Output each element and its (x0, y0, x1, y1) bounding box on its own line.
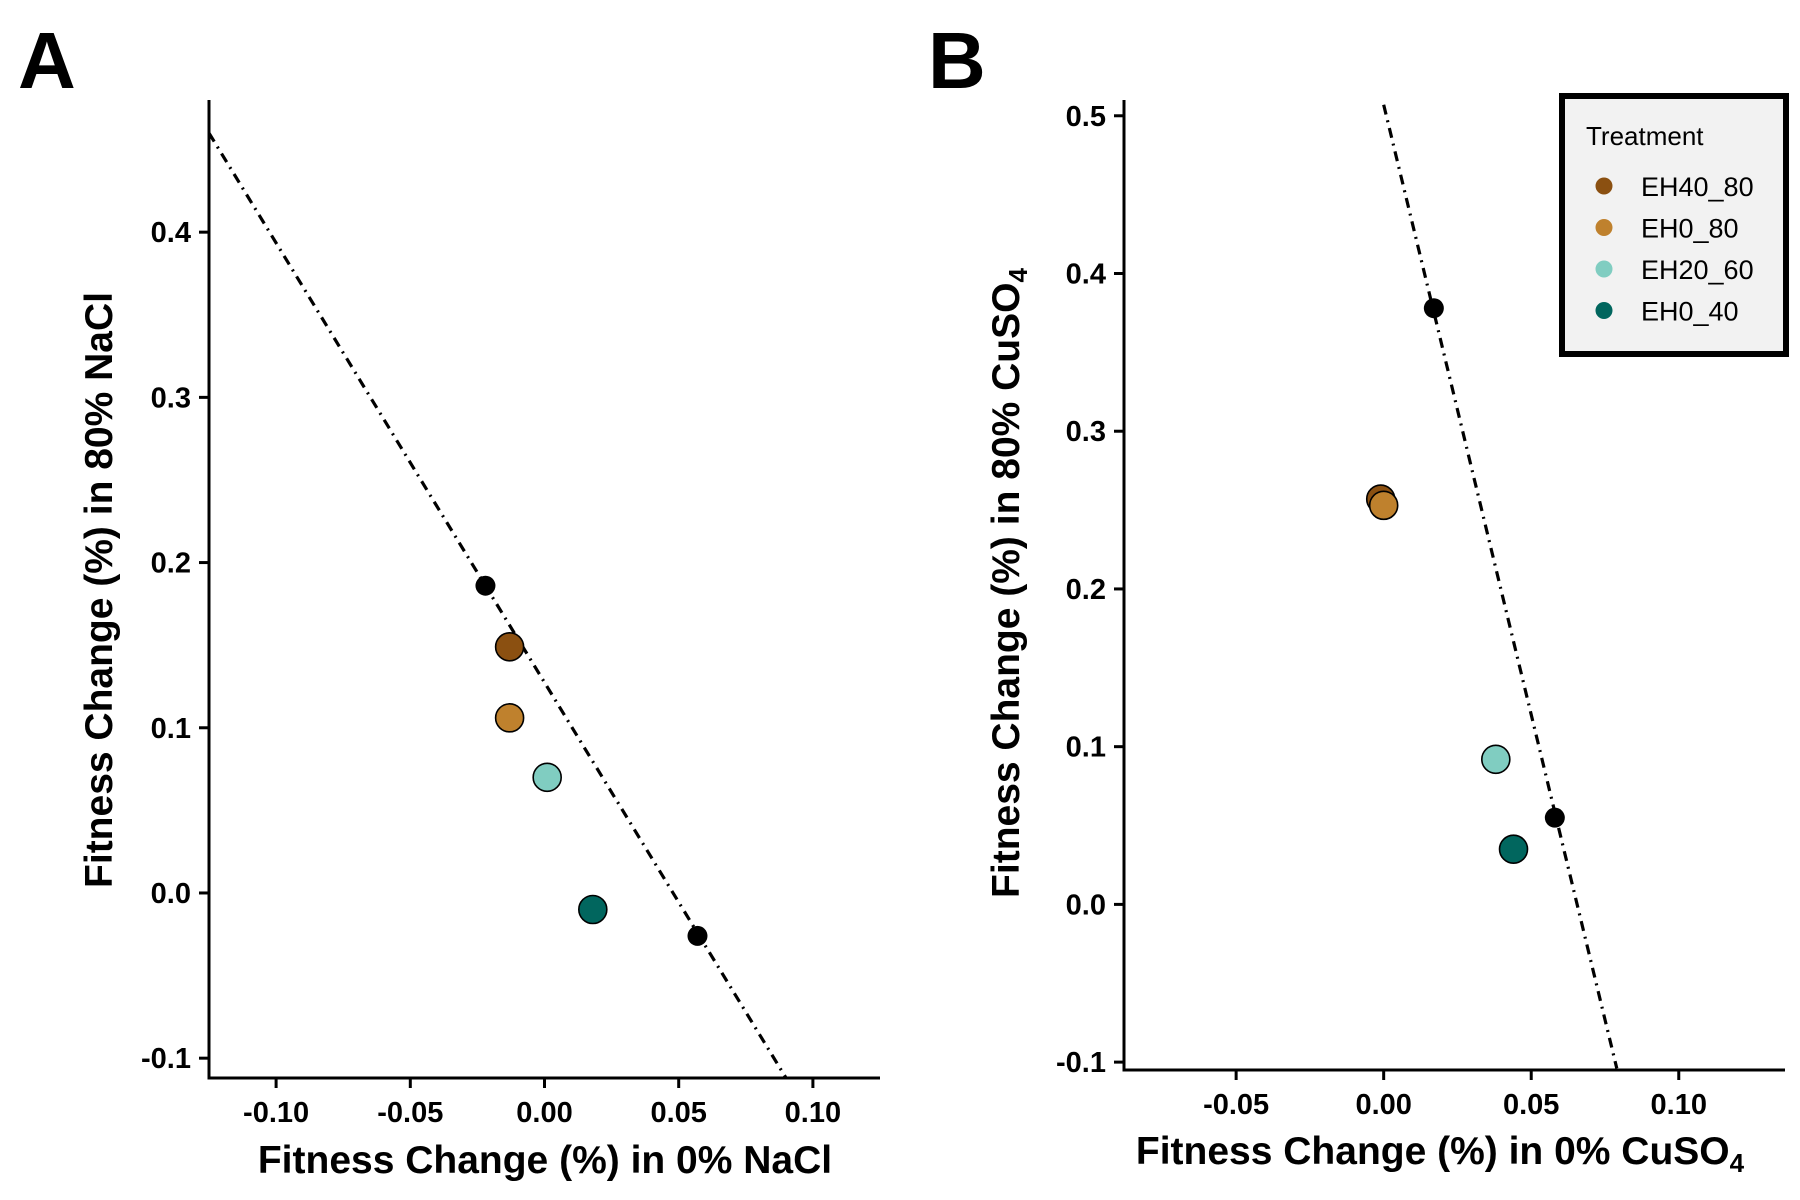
panel-a: A -0.10 -0.05 0.00 0.05 0.10 -0.1 0.0 0.1 0.2 0.3… (18, 16, 880, 1182)
legend-label-eh0-80: EH0_80 (1641, 214, 1739, 244)
panel-a-x-tick-label: 0.00 (516, 1097, 572, 1129)
panel-a-y-tick-label: 0.4 (151, 217, 191, 249)
panel-b-y-axis-title: Fitness Change (%) in 80% CuSO4 (985, 268, 1033, 898)
panel-a-x-tick-label: -0.10 (243, 1097, 309, 1129)
panel-b-x-tick-label: 0.05 (1503, 1089, 1559, 1121)
panel-a-point-eh0-80 (494, 703, 525, 733)
legend-label-eh0-40: EH0_40 (1641, 297, 1739, 327)
legend-swatch-eh40-80 (1595, 177, 1613, 195)
panel-a-reference-line (207, 132, 788, 1079)
legend-swatch-eh20-60 (1595, 260, 1613, 278)
panel-a-letter: A (18, 16, 76, 105)
legend-title: Treatment (1586, 121, 1704, 151)
panel-a-point-eh40-80 (494, 632, 525, 662)
panel-b-plot: -0.05 0.00 0.05 0.10 -0.1 0.0 0.1 0.2 0.3 0.4 0.5 (1056, 100, 1785, 1121)
legend-entries: EH40_80 EH0_80 EH20_60 EH0_40 (1595, 172, 1754, 327)
panel-b-y-tick-label: -0.1 (1056, 1047, 1106, 1079)
panel-a-reference-point (475, 575, 496, 596)
legend-label-eh40-80: EH40_80 (1641, 172, 1754, 202)
panel-a-x-tick-label: -0.05 (377, 1097, 443, 1129)
panel-b-x-axis-title-main: Fitness Change (%) in 0% CuSO (1136, 1130, 1730, 1173)
legend-swatch-eh0-40 (1595, 302, 1613, 319)
panel-a-x-tick-label: 0.10 (785, 1097, 841, 1129)
legend-swatch-eh0-80 (1595, 219, 1613, 236)
panel-b-letter: B (928, 16, 986, 105)
panel-b-point-eh0-80 (1368, 490, 1399, 521)
panel-b-reference-point (1423, 298, 1444, 319)
panel-a-y-tick-label: 0.3 (151, 382, 191, 414)
panel-a-point-eh0-40 (578, 894, 608, 925)
panel-a-plot: -0.10 -0.05 0.00 0.05 0.10 -0.1 0.0 0.1 0.2 0.3 0.… (141, 100, 880, 1129)
panel-a-y-tick-label: 0.0 (151, 878, 191, 910)
panel-b-point-eh20-60 (1481, 744, 1511, 775)
panel-a-point-eh20-60 (532, 762, 562, 793)
legend-label-eh20-60: EH20_60 (1641, 255, 1754, 285)
panel-b-y-axis-title-main: Fitness Change (%) in 80% CuSO (985, 283, 1028, 898)
panel-b-y-tick-label: 0.5 (1066, 101, 1106, 133)
panel-b-x-tick-label: -0.05 (1203, 1089, 1269, 1121)
panel-a-reference-point (687, 925, 708, 946)
panel-b-y-tick-label: 0.2 (1066, 574, 1106, 606)
panel-a-y-axis-title: Fitness Change (%) in 80% NaCl (78, 292, 121, 888)
panel-b-y-tick-label: 0.1 (1066, 732, 1106, 764)
panel-a-y-tick-label: 0.2 (151, 548, 191, 580)
panel-b-x-tick-label: 0.10 (1651, 1089, 1707, 1121)
panel-b-y-tick-label: 0.4 (1066, 258, 1106, 290)
panel-b-x-tick-label: 0.00 (1355, 1089, 1411, 1121)
panel-a-y-tick-label: -0.1 (141, 1043, 191, 1075)
panel-a-y-tick-label: 0.1 (151, 713, 191, 745)
panel-b-x-axis-title-subscript: 4 (1730, 1148, 1745, 1178)
panel-a-x-tick-label: 0.05 (650, 1097, 706, 1129)
panel-b-y-tick-label: 0.3 (1066, 416, 1106, 448)
legend: Treatment EH40_80 EH0_80 EH20_60 EH0_40 (1559, 93, 1789, 357)
panel-b-point-eh0-40 (1498, 834, 1529, 864)
panel-a-x-axis-title: Fitness Change (%) in 0% NaCl (258, 1139, 832, 1182)
panel-b: B -0.05 0.00 0.05 0.10 -0.1 0.0 0.1 0.2 0.3 0.4 0.… (928, 16, 1789, 1178)
panel-b-reference-point (1544, 807, 1565, 828)
panel-b-y-axis-title-subscript: 4 (1003, 268, 1033, 283)
panel-b-y-tick-label: 0.0 (1066, 889, 1106, 921)
panel-b-x-axis-title: Fitness Change (%) in 0% CuSO4 (1136, 1130, 1745, 1178)
